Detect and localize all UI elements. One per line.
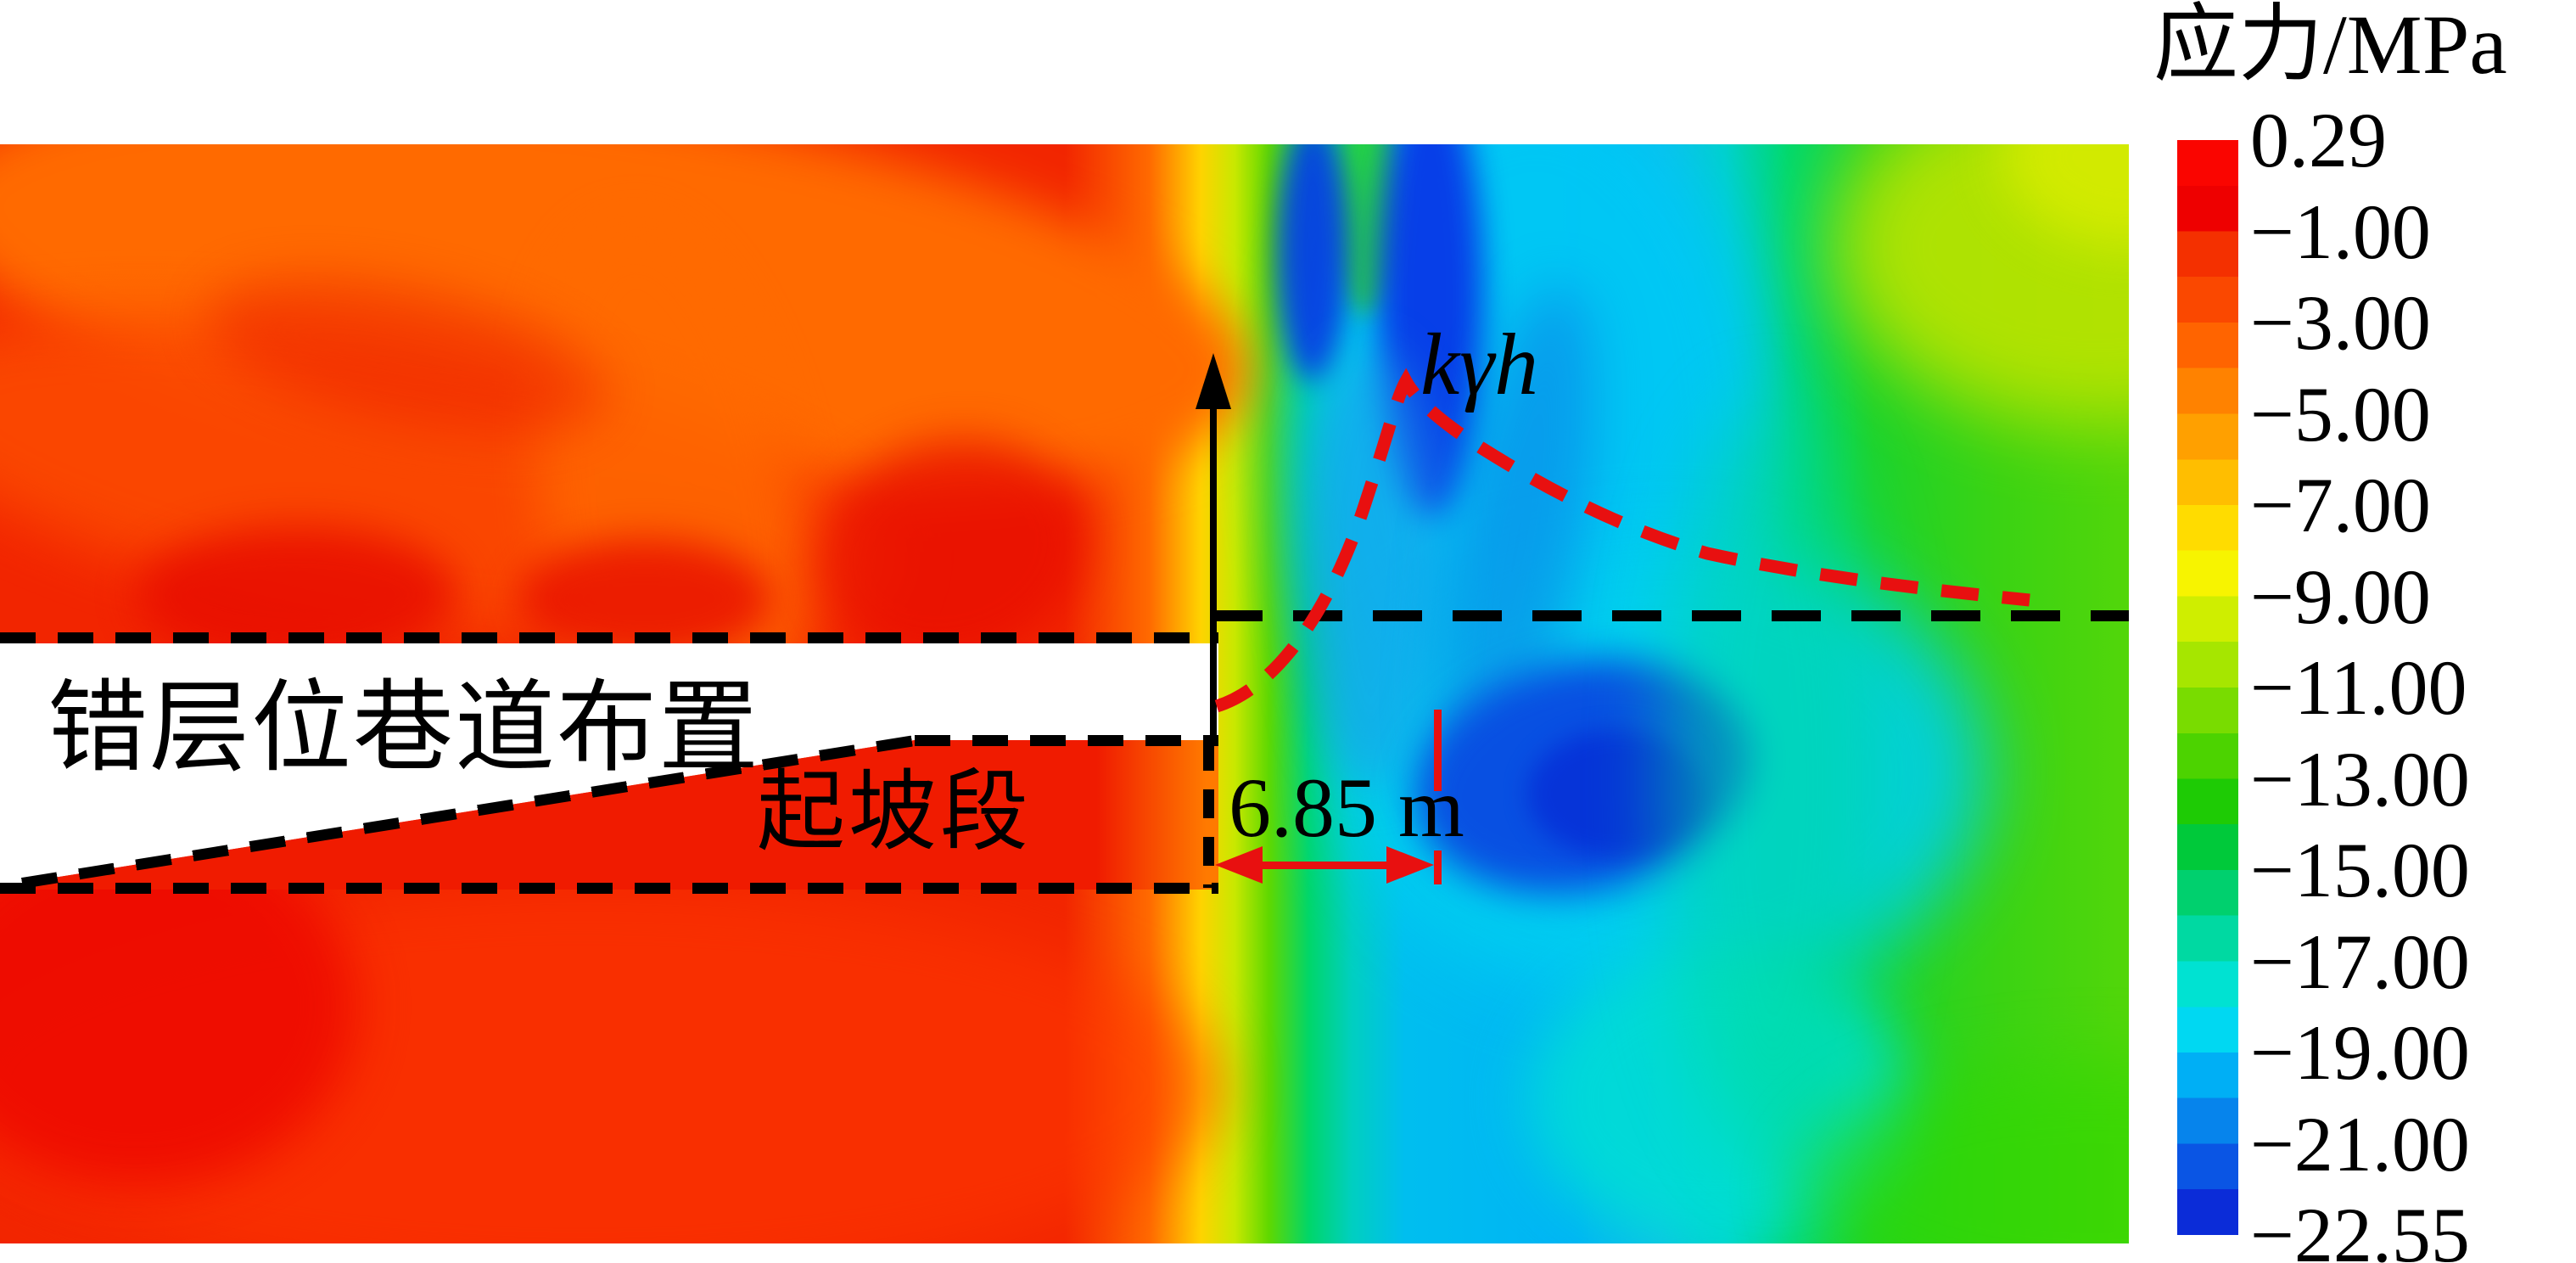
dimension-label: 6.85 m [1229,761,1464,855]
lower-seam-dashed-line [0,883,1218,894]
roadway-layout-label: 错层位巷道布置 [48,673,761,784]
colorbar [2177,140,2238,1235]
legend-tick-label: −5.00 [2250,370,2431,457]
abutment-stress-curve [1214,368,2030,713]
contour-region-blue-streak-1 [1277,144,1349,382]
dimension-arrowhead-right-icon [1386,846,1434,884]
face-dashed-line [1203,742,1214,888]
legend-title: 应力/MPa [2153,0,2507,92]
legend-ticks: 0.29 −1.00 −3.00 −5.00 −7.00 −9.00 −11.00 −13.0… [2250,101,2576,1263]
legend-tick-label: −15.00 [2250,827,2470,913]
roadway-floor-dashed-line [915,735,1218,746]
kgh-curve-path [1214,368,2030,713]
roadway-roof-dashed-line [0,632,1218,643]
seam-level-dashed-line [1213,610,2129,621]
legend-tick-label: −21.00 [2250,1100,2470,1187]
peak-location-tick-upper [1434,710,1442,791]
dimension-arrowhead-left-icon [1215,846,1263,884]
legend-tick-label: −3.00 [2250,279,2431,366]
legend-tick-label: −1.00 [2250,188,2431,275]
legend-tick-label: −19.00 [2250,1009,2470,1096]
legend-tick-label: 0.29 [2250,97,2387,183]
legend-tick-label: −13.00 [2250,735,2470,822]
legend-tick-label: −7.00 [2250,462,2431,548]
peak-location-tick-lower [1434,850,1442,884]
legend-tick-label: −17.00 [2250,918,2470,1005]
legend-tick-label: −11.00 [2250,644,2467,731]
contour-region-lightblue-col [1298,348,1442,789]
slope-section-label: 起坡段 [757,764,1033,862]
dimension-arrow-shaft [1229,862,1408,869]
axis-arrowhead-icon [1196,353,1231,409]
contour-plot: 错层位巷道布置 起坡段 kγh 6.85 m [0,144,2129,1243]
vertical-axis [1210,407,1217,742]
contour-region-teal-col [1663,399,1884,1163]
kgh-curve-label: kγh [1420,316,1539,413]
legend-tick-label: −9.00 [2250,553,2431,640]
legend-tick-label: −22.55 [2250,1192,2470,1263]
